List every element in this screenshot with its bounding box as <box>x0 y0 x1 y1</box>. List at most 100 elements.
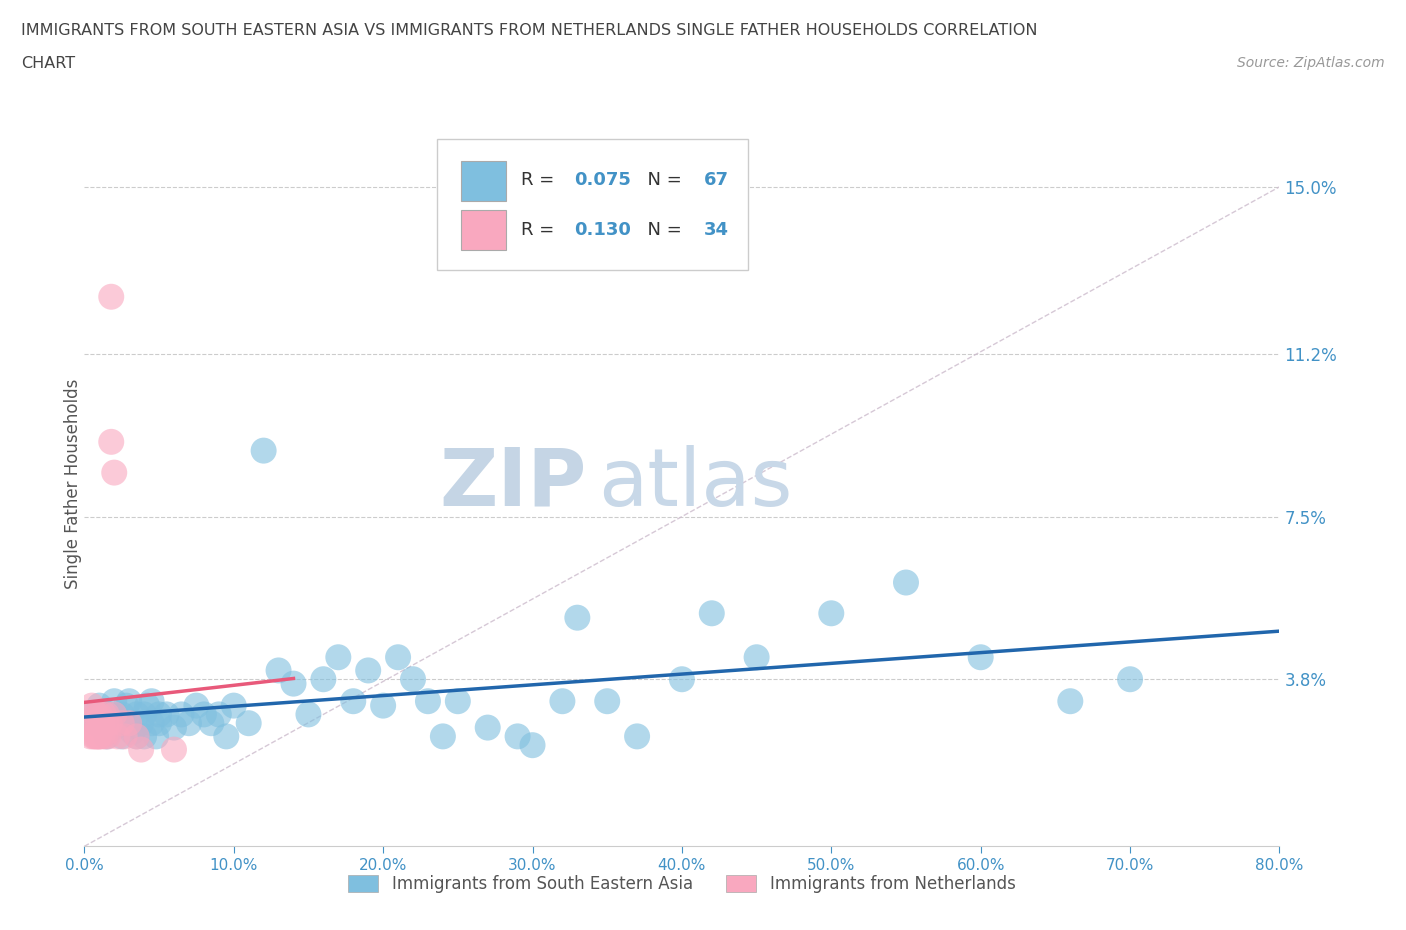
Point <box>94 729 117 744</box>
Text: 0.130: 0.130 <box>575 220 631 239</box>
FancyBboxPatch shape <box>437 139 748 270</box>
Point <box>373 698 395 713</box>
Point <box>105 716 128 731</box>
Point <box>328 650 350 665</box>
Point <box>745 650 768 665</box>
Point <box>91 716 114 731</box>
Point <box>103 707 125 722</box>
Point <box>100 289 122 304</box>
Point <box>91 729 114 744</box>
Point <box>80 707 103 722</box>
Point <box>115 698 138 713</box>
Point <box>100 707 122 722</box>
Point <box>100 434 122 449</box>
Point <box>163 742 186 757</box>
Point <box>93 707 115 722</box>
Point <box>357 663 380 678</box>
Point <box>522 737 544 752</box>
Point <box>111 707 134 722</box>
Point <box>118 716 141 731</box>
Point <box>506 729 529 744</box>
Point <box>820 605 842 620</box>
Point <box>125 707 148 722</box>
Point <box>96 707 118 722</box>
Point <box>89 729 111 744</box>
Point <box>596 694 619 709</box>
Point <box>402 671 425 686</box>
Point <box>83 729 105 744</box>
Point <box>105 729 128 744</box>
Point <box>297 707 319 722</box>
Point <box>91 716 114 731</box>
Point <box>447 694 470 709</box>
Point <box>132 707 156 722</box>
Text: N =: N = <box>637 220 688 239</box>
Point <box>80 716 103 731</box>
Point <box>186 698 208 713</box>
Point <box>626 729 648 744</box>
Point <box>118 716 141 731</box>
Text: N =: N = <box>637 171 688 190</box>
Point <box>177 716 200 731</box>
Point <box>129 742 152 757</box>
Point <box>103 694 125 709</box>
Text: CHART: CHART <box>21 56 75 71</box>
Point <box>416 694 439 709</box>
Point <box>82 729 104 744</box>
Point <box>141 716 163 731</box>
Point <box>77 707 100 722</box>
Point <box>125 729 148 744</box>
Point <box>125 729 148 744</box>
Text: atlas: atlas <box>599 445 793 523</box>
Point <box>700 605 723 620</box>
Point <box>145 729 167 744</box>
Point <box>121 724 143 739</box>
Point <box>148 716 170 731</box>
Point <box>79 729 101 744</box>
Point <box>118 694 141 709</box>
Y-axis label: Single Father Households: Single Father Households <box>65 379 82 589</box>
Point <box>222 698 245 713</box>
Point <box>89 698 111 713</box>
Point <box>132 729 156 744</box>
Point <box>83 716 105 731</box>
Point <box>111 716 134 731</box>
Point <box>98 716 121 731</box>
Point <box>283 676 305 691</box>
FancyBboxPatch shape <box>461 161 506 201</box>
Point <box>1059 694 1081 709</box>
Point <box>148 707 170 722</box>
Text: ZIP: ZIP <box>439 445 586 523</box>
Point <box>387 650 409 665</box>
Point <box>312 671 335 686</box>
Point <box>80 698 103 713</box>
Text: R =: R = <box>520 171 560 190</box>
Point <box>200 716 222 731</box>
Point <box>155 707 177 722</box>
Text: 67: 67 <box>703 171 728 190</box>
Point <box>267 663 290 678</box>
Point <box>477 720 499 735</box>
Point <box>111 729 134 744</box>
Point <box>86 716 108 731</box>
Point <box>136 698 159 713</box>
Point <box>87 729 110 744</box>
Text: 34: 34 <box>703 220 728 239</box>
Point <box>342 694 364 709</box>
Point <box>894 575 917 590</box>
Point <box>970 650 993 665</box>
Point <box>238 716 260 731</box>
Point <box>89 707 111 722</box>
Point <box>89 729 111 744</box>
Text: Source: ZipAtlas.com: Source: ZipAtlas.com <box>1237 56 1385 70</box>
Point <box>551 694 574 709</box>
Point <box>129 716 152 731</box>
Point <box>96 716 118 731</box>
Point <box>253 444 276 458</box>
Point <box>193 707 215 722</box>
Text: 0.075: 0.075 <box>575 171 631 190</box>
Point <box>208 707 231 722</box>
FancyBboxPatch shape <box>461 210 506 250</box>
Point <box>96 729 118 744</box>
Point <box>114 729 136 744</box>
